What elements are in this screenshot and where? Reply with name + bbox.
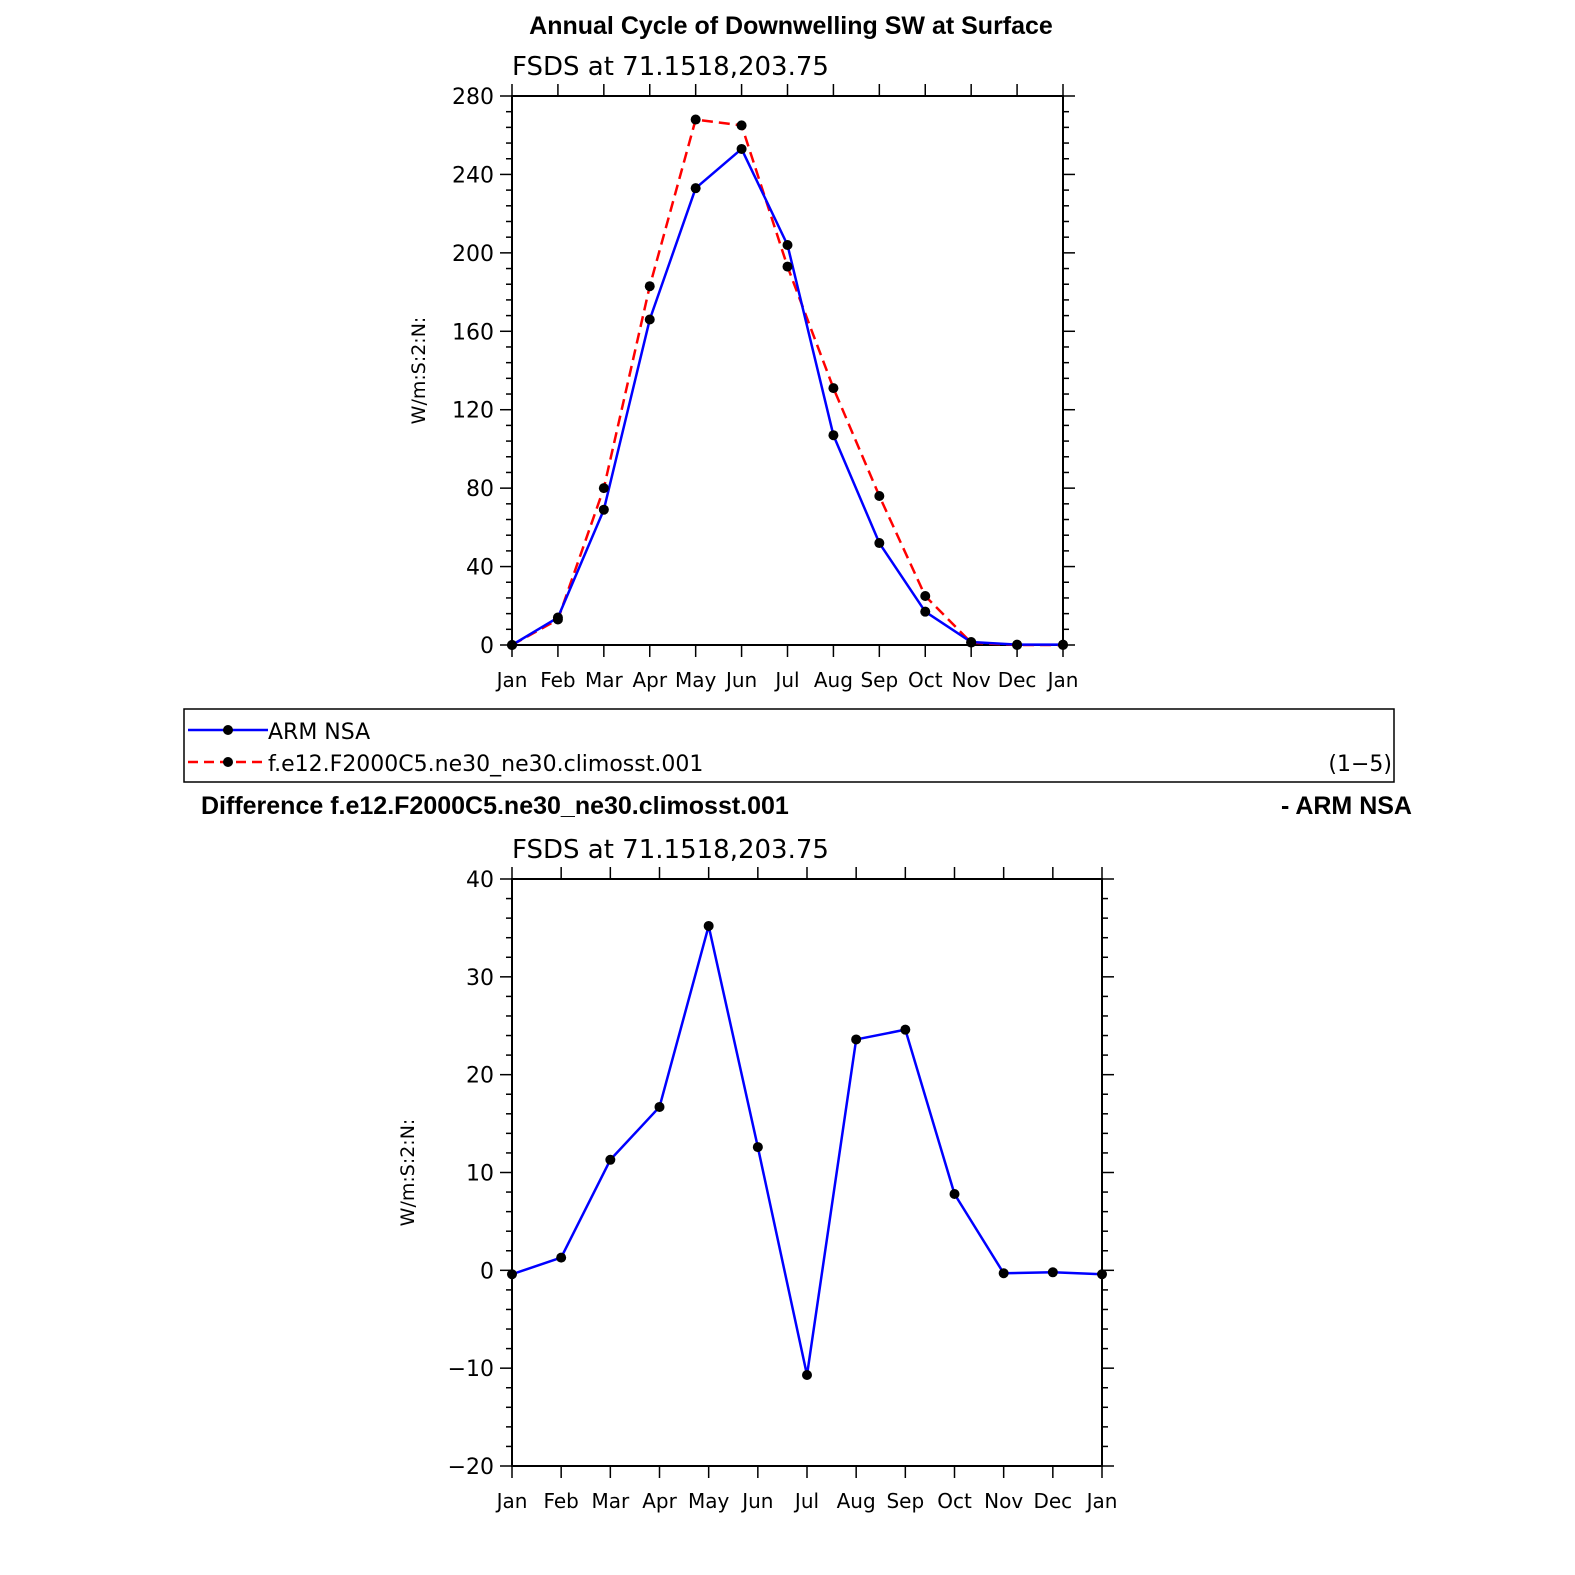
top-series-0-point — [690, 183, 701, 194]
top-xtick-label: Mar — [585, 668, 624, 692]
bottom-plot: −20 −10 0 10 20 30 40 Jan Feb Mar Apr May Jun Jul Aug S… — [397, 867, 1117, 1513]
top-ytick-label: 200 — [452, 242, 494, 267]
top-series-1-point — [966, 637, 977, 648]
legend-box — [183, 708, 1395, 783]
top-series-1-point — [598, 483, 609, 494]
bottom-series-0-point — [507, 1269, 517, 1280]
bottom-xtick-label: Nov — [984, 1489, 1023, 1513]
bottom-xtick-label: Jun — [740, 1489, 773, 1513]
top-series-0-point — [736, 143, 747, 154]
top-series-1-point — [874, 490, 885, 501]
top-ytick-label: 80 — [466, 477, 494, 502]
top-series-1-point — [920, 590, 931, 601]
top-series-1-point — [782, 261, 793, 272]
top-series-1-point — [1012, 640, 1023, 650]
top-ytick-label: 40 — [466, 556, 494, 581]
top-chart-subtitle: FSDS at 71.1518,203.75 — [512, 52, 829, 82]
top-ytick-label: 0 — [480, 634, 494, 659]
bottom-xtick-label: Feb — [543, 1489, 578, 1513]
bottom-xtick-label: Apr — [642, 1489, 677, 1513]
top-series-line-0 — [511, 147, 1063, 647]
bottom-xtick-label: Oct — [937, 1489, 972, 1513]
top-xtick-label: Jul — [773, 668, 799, 692]
bottom-series-0-point — [851, 1034, 862, 1045]
top-ylabel: W/m:S:2:N: — [408, 317, 430, 425]
top-xtick-label: Oct — [908, 668, 943, 692]
bottom-series-0-point — [654, 1101, 665, 1112]
top-xtick-label: Jun — [724, 668, 757, 692]
top-xtick-label: May — [675, 668, 717, 692]
legend-label-arm-nsa: ARM NSA — [268, 720, 370, 745]
top-series-1-point — [828, 383, 839, 394]
top-ytick-label: 240 — [452, 163, 494, 188]
top-series-1-point — [552, 614, 563, 625]
bottom-series-line-0 — [511, 924, 1103, 1377]
bottom-chart-subtitle: FSDS at 71.1518,203.75 — [512, 835, 829, 865]
top-series-0-point — [598, 504, 609, 515]
bottom-series-0-point — [752, 1142, 763, 1153]
bottom-series-0-point — [802, 1370, 812, 1381]
legend-marker-arm-nsa — [223, 725, 233, 735]
legend-note: (1−5) — [1328, 752, 1392, 777]
bottom-series-0-point — [949, 1189, 960, 1200]
top-series-1-point — [507, 640, 517, 650]
top-xtick-label: Aug — [814, 668, 853, 692]
top-series-line-1 — [511, 118, 1063, 647]
top-series-1-point — [736, 120, 747, 131]
top-plot: 0 40 80 120 160 200 240 280 Jan Feb Mar Apr May Jun Ju… — [408, 84, 1078, 692]
bottom-series-0-point — [1047, 1267, 1058, 1278]
top-series-0-point — [920, 606, 931, 617]
bottom-ytick-label: −10 — [448, 1357, 494, 1382]
legend-marker-model — [223, 757, 233, 767]
top-chart-title: Annual Cycle of Downwelling SW at Surfac… — [529, 12, 1053, 40]
bottom-series-0-point — [703, 920, 714, 931]
bottom-series-0-point — [900, 1024, 911, 1035]
legend: ARM NSA f.e12.F2000C5.ne30_ne30.climosst… — [183, 708, 1395, 783]
top-xtick-label: Dec — [998, 668, 1037, 692]
top-xtick-label: Feb — [540, 668, 575, 692]
bottom-ytick-label: 30 — [466, 966, 494, 991]
top-series-0-point — [874, 538, 885, 549]
top-xtick-label: Nov — [952, 668, 991, 692]
top-xtick-label: Sep — [860, 668, 898, 692]
bottom-xtick-label: Jan — [1085, 1489, 1118, 1513]
top-series-1-point — [1058, 640, 1068, 650]
bottom-chart-title-right: - ARM NSA — [1281, 792, 1412, 820]
top-xtick-label: Jan — [1046, 668, 1079, 692]
bottom-xtick-label: Jul — [793, 1489, 819, 1513]
bottom-series-0-point — [605, 1154, 616, 1165]
bottom-xtick-label: Aug — [837, 1489, 876, 1513]
top-series-0-point — [644, 314, 655, 325]
bottom-xtick-label: Jan — [495, 1489, 528, 1513]
bottom-ytick-label: 0 — [480, 1259, 494, 1284]
bottom-xtick-label: Sep — [886, 1489, 924, 1513]
bottom-ytick-label: −20 — [448, 1455, 494, 1480]
bottom-xtick-label: Dec — [1033, 1489, 1072, 1513]
top-series-1-point — [690, 114, 701, 125]
bottom-chart-title-left: Difference f.e12.F2000C5.ne30_ne30.climo… — [201, 792, 789, 820]
top-xtick-label: Jan — [495, 668, 528, 692]
top-ytick-label: 160 — [452, 320, 494, 345]
top-ytick-label: 120 — [452, 399, 494, 424]
legend-label-model: f.e12.F2000C5.ne30_ne30.climosst.001 — [268, 752, 703, 777]
bottom-ytick-label: 20 — [466, 1064, 494, 1089]
bottom-xtick-label: May — [688, 1489, 730, 1513]
bottom-ytick-label: 40 — [466, 868, 494, 893]
top-xtick-label: Apr — [632, 668, 667, 692]
top-ytick-label: 280 — [452, 85, 494, 110]
top-series-0-point — [828, 430, 839, 441]
top-series-1-point — [644, 281, 655, 292]
bottom-ylabel: W/m:S:2:N: — [397, 1119, 419, 1227]
bottom-series-0-point — [1097, 1269, 1107, 1280]
bottom-series-0-point — [998, 1268, 1009, 1279]
top-series-0-point — [782, 240, 793, 251]
bottom-xtick-label: Mar — [591, 1489, 630, 1513]
top-plot-frame — [511, 95, 1064, 646]
bottom-series-0-point — [556, 1252, 567, 1263]
bottom-ytick-label: 10 — [466, 1162, 494, 1187]
